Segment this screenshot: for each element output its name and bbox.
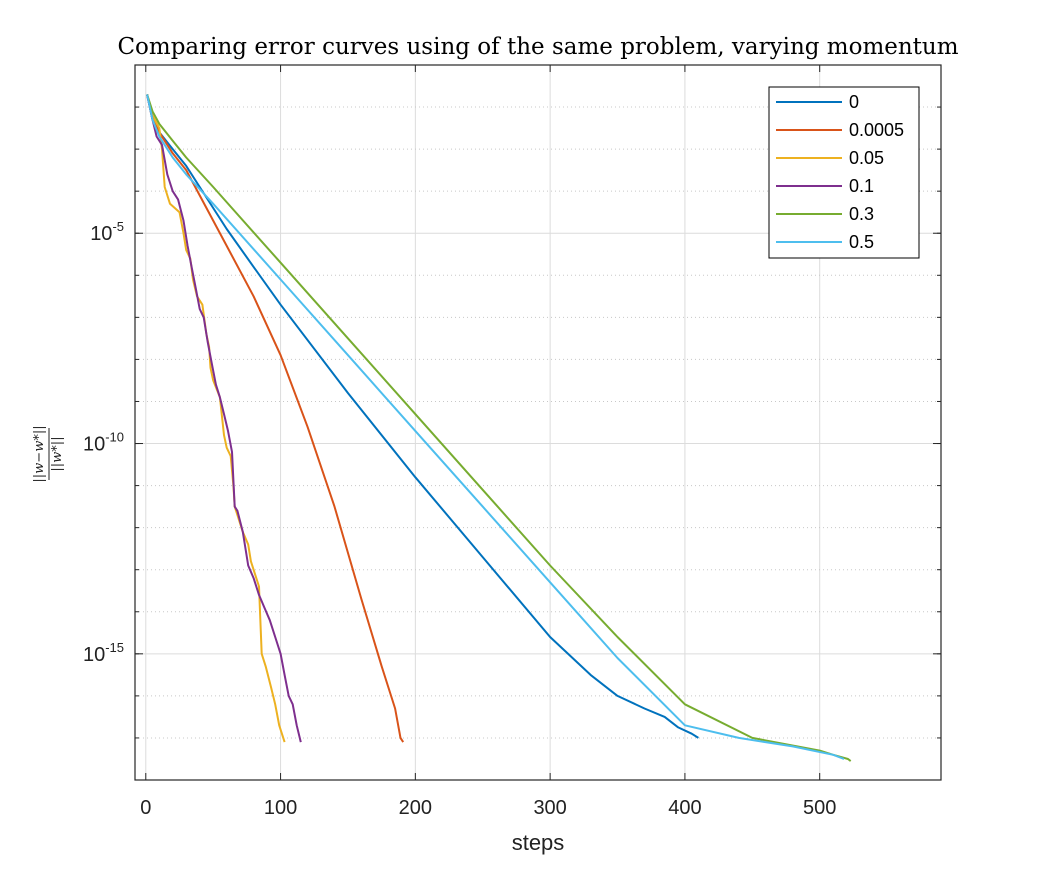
y-tick-base: 10 <box>83 644 105 666</box>
legend-label: 0.1 <box>849 176 874 196</box>
series-line-0-1 <box>146 94 302 743</box>
legend-label: 0.5 <box>849 232 874 252</box>
y-axis-label: ||w−w*|| ||w*|| <box>32 425 65 482</box>
x-tick-label: 200 <box>399 797 432 819</box>
y-tick-label: 10-10 <box>83 430 124 456</box>
legend-label: 0.05 <box>849 148 884 168</box>
series-line-0-3 <box>146 94 852 762</box>
y-tick-exponent: -15 <box>105 640 124 655</box>
y-tick-exponent: -5 <box>112 219 124 234</box>
y-tick-base: 10 <box>83 434 105 456</box>
series-line-0-0005 <box>146 94 405 743</box>
x-tick-label: 300 <box>533 797 566 819</box>
x-tick-label: 400 <box>668 797 701 819</box>
legend-label: 0.0005 <box>849 120 904 140</box>
legend-box <box>768 86 920 259</box>
y-tick-label: 10-15 <box>83 640 124 666</box>
x-axis-label: steps <box>512 830 565 855</box>
x-tick-label: 0 <box>140 797 151 819</box>
legend: 0 0.0005 0.05 0.1 0.3 0.5 <box>768 86 920 259</box>
x-tick-label: 100 <box>264 797 297 819</box>
y-tick-label: 10-5 <box>90 219 124 245</box>
series-layer <box>146 94 852 762</box>
series-line-0 <box>146 94 699 739</box>
x-tick-label: 500 <box>803 797 836 819</box>
y-tick-base: 10 <box>90 223 112 245</box>
y-axis-label-numerator: ||w−w*|| <box>32 425 47 482</box>
plot-frame <box>134 64 942 781</box>
legend-label: 0.3 <box>849 204 874 224</box>
y-tick-exponent: -10 <box>105 430 124 445</box>
chart-title: Comparing error curves using of the same… <box>117 34 958 60</box>
legend-label: 0 <box>849 92 859 112</box>
series-line-0-5 <box>146 94 845 760</box>
y-axis-label-denominator: ||w*|| <box>50 436 65 471</box>
